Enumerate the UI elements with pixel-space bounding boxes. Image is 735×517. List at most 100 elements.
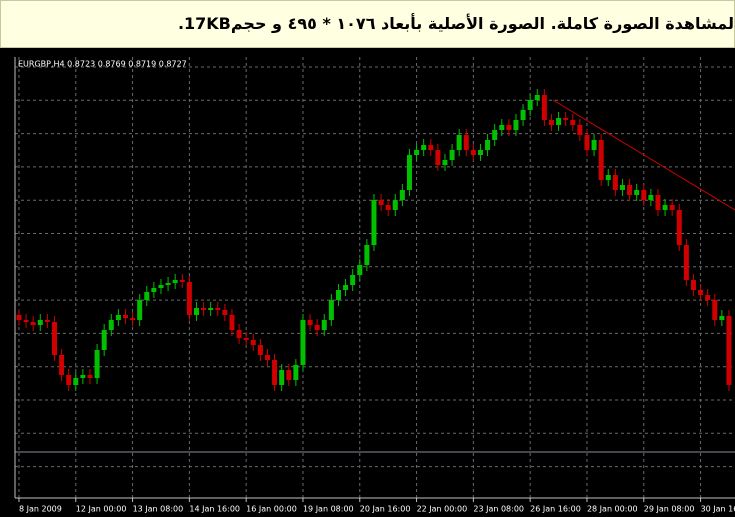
candle-body [548, 120, 554, 125]
candle-body [23, 320, 29, 322]
candle-body [577, 125, 583, 135]
candle-body [598, 140, 604, 180]
candle-body [463, 135, 469, 150]
candle-body [371, 200, 377, 245]
x-tick-label: 12 Jan 00:00 [76, 505, 127, 514]
x-tick-label: 29 Jan 08:00 [644, 505, 695, 514]
candle-body [165, 283, 171, 285]
candle-body [272, 360, 278, 385]
candle-body [648, 195, 654, 200]
candle-body [108, 320, 114, 330]
candle-body [442, 160, 448, 165]
candle-body [662, 205, 668, 210]
candle-body [563, 118, 569, 120]
candle-body [51, 322, 57, 355]
trend-line[interactable] [552, 99, 735, 211]
candle-body [343, 285, 349, 290]
candle-body [286, 370, 292, 380]
candle-body [335, 290, 341, 300]
candle-body [222, 310, 228, 315]
candle-body [619, 185, 625, 190]
x-tick-label: 16 Jan 00:00 [246, 505, 297, 514]
candle-body [229, 315, 235, 330]
candle-body [293, 365, 299, 380]
candle-body [456, 135, 462, 150]
candle-body [378, 200, 384, 205]
candle-body [435, 150, 441, 165]
candle-body [570, 120, 576, 125]
candle-body [101, 330, 107, 350]
candle-body [264, 355, 270, 360]
candle-body [94, 350, 100, 378]
chart-background [0, 48, 735, 517]
candle-body [193, 308, 199, 315]
candle-body [158, 285, 164, 288]
candle-body [16, 315, 22, 320]
candle-body [215, 308, 221, 310]
x-tick-label: 26 Jan 16:00 [530, 505, 581, 514]
candle-body [243, 338, 249, 340]
candle-body [612, 175, 618, 190]
candle-body [641, 190, 647, 200]
x-tick-label: 23 Jan 08:00 [473, 505, 524, 514]
candle-body [605, 175, 611, 180]
candle-body [556, 118, 562, 125]
candle-body [236, 330, 242, 338]
candle-body [122, 315, 128, 318]
candle-body [499, 125, 505, 130]
candle-body [328, 300, 334, 320]
candle-body [364, 245, 370, 265]
candle-body [115, 315, 121, 320]
candle-body [669, 205, 675, 210]
x-tick-label: 22 Jan 00:00 [417, 505, 468, 514]
candle-body [676, 210, 682, 245]
x-tick-label: 28 Jan 00:00 [587, 505, 638, 514]
candle-body [59, 355, 65, 375]
candle-body [485, 140, 491, 150]
candle-body [137, 300, 143, 320]
candle-body [719, 316, 725, 320]
candle-body [726, 316, 732, 385]
candle-body [406, 155, 412, 190]
candle-body [350, 275, 356, 285]
candle-body [470, 150, 476, 155]
candle-body [513, 120, 519, 130]
candle-body [44, 320, 50, 322]
candle-body [30, 322, 36, 325]
x-tick-label: 14 Jan 16:00 [189, 505, 240, 514]
candle-body [449, 150, 455, 160]
candle-body [80, 375, 86, 378]
candle-body [201, 308, 207, 310]
candle-body [385, 205, 391, 210]
candle-body [279, 370, 285, 385]
candle-body [314, 325, 320, 330]
candle-body [591, 140, 597, 150]
candle-body [257, 345, 263, 355]
candle-body [186, 282, 192, 315]
candle-body [506, 125, 512, 130]
candle-body [321, 320, 327, 330]
candle-body [399, 190, 405, 200]
candle-body [627, 185, 633, 195]
x-tick-label: 30 Jan 16:00 [701, 505, 735, 514]
candle-body [300, 320, 306, 365]
banner-text[interactable]: لمشاهدة الصورة كاملة. الصورة الأصلية بأب… [177, 14, 734, 33]
candles [16, 89, 732, 391]
candle-body [634, 190, 640, 195]
candle-body [208, 308, 214, 310]
candle-body [655, 195, 661, 210]
x-tick-label: 19 Jan 08:00 [303, 505, 354, 514]
candle-body [534, 95, 540, 100]
candle-body [541, 95, 547, 120]
candle-body [73, 378, 79, 385]
candle-body [698, 290, 704, 295]
candle-body [683, 245, 689, 280]
banner[interactable]: لمشاهدة الصورة كاملة. الصورة الأصلية بأب… [0, 0, 735, 48]
candle-body [392, 200, 398, 210]
chart-title: EURGBP,H4 0.8723 0.8769 0.8719 0.8727 [18, 60, 187, 69]
candle-body [130, 318, 136, 320]
grid [15, 57, 735, 498]
candle-body [414, 150, 420, 155]
candle-body [250, 340, 256, 345]
candle-body [527, 100, 533, 110]
